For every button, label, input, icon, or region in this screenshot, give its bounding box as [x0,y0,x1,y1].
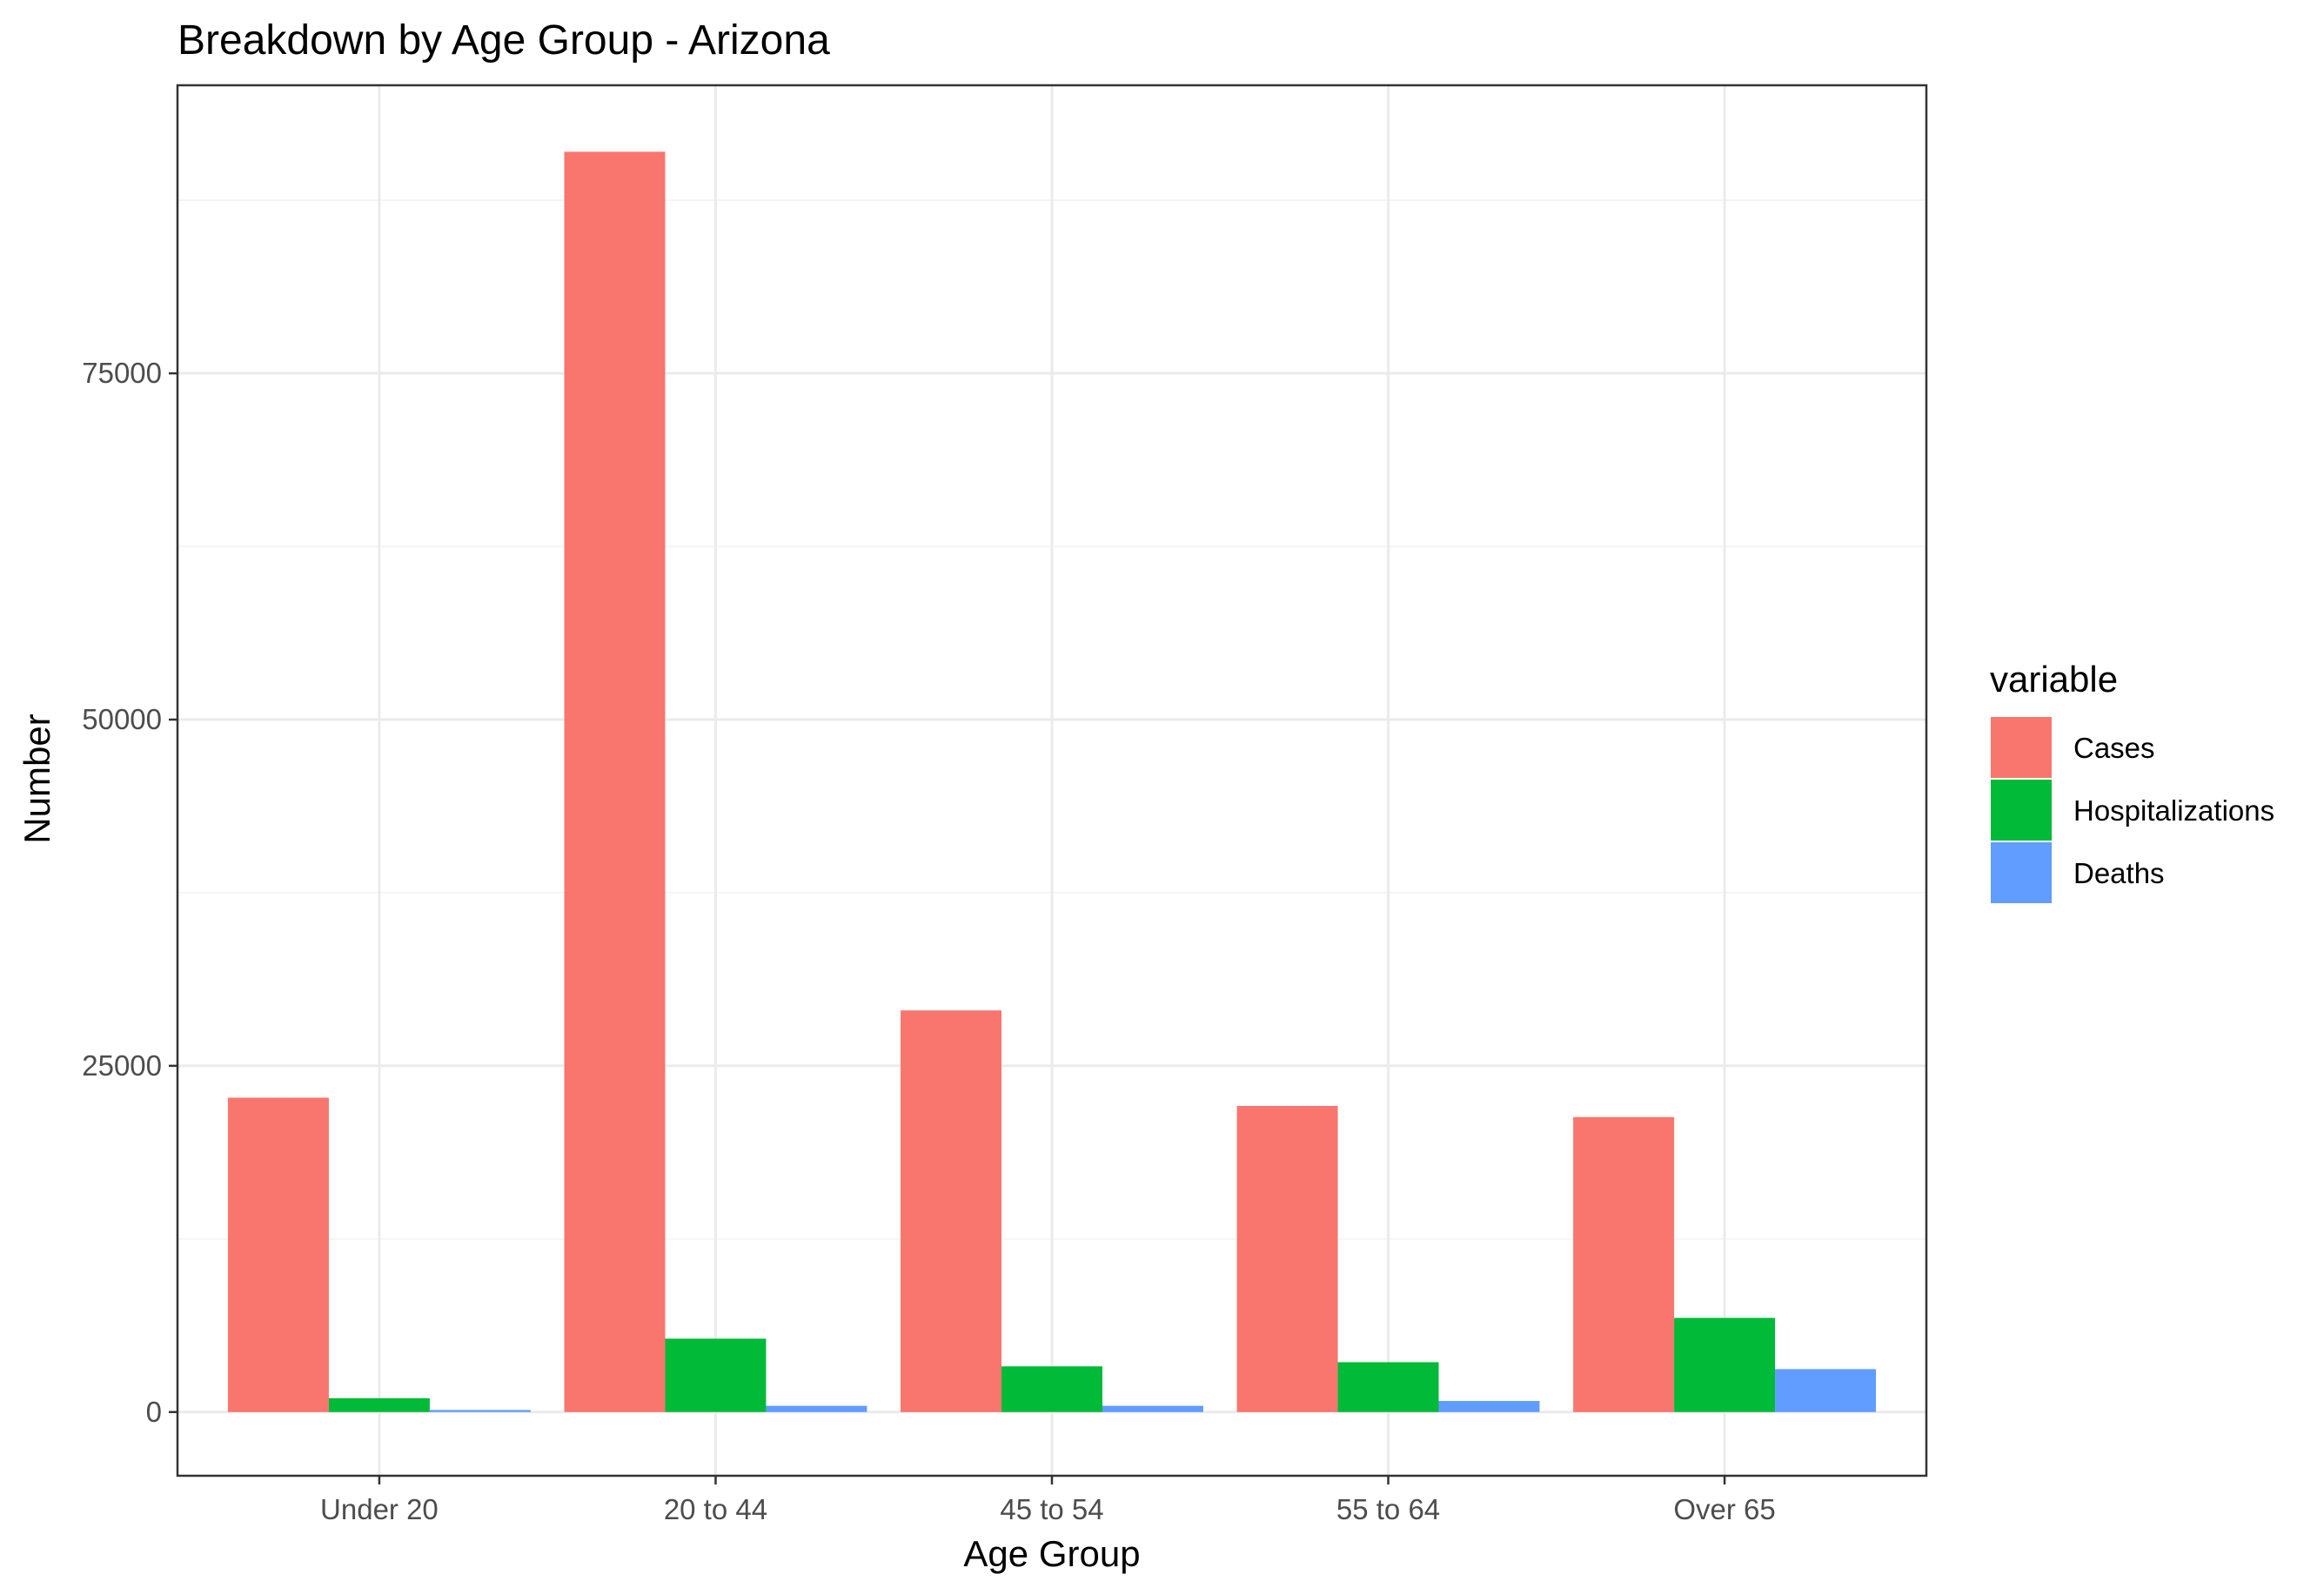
legend-label-hospitalizations: Hospitalizations [2073,794,2274,827]
bar-cases-under-20 [227,1097,329,1412]
bar-cases-45-to-54 [901,1010,1002,1412]
bar-cases-20-to-44 [564,151,666,1412]
bar-hospitalizations-55-to-64 [1337,1362,1439,1412]
x-tick-label: 55 to 64 [1336,1493,1440,1525]
bar-hospitalizations-45-to-54 [1001,1366,1102,1412]
plot-panel: 0 25000 50000 75000 Under 20 20 to 44 45 to 54… [82,84,1928,1525]
bar-deaths-over-65 [1775,1369,1877,1412]
y-tick-label: 50000 [82,703,162,735]
legend-label-cases: Cases [2073,732,2155,764]
y-axis-title: Number [17,714,57,843]
legend-key-deaths [1989,841,2053,905]
x-tick-label: Under 20 [320,1493,439,1525]
y-tick-label: 75000 [82,357,162,389]
chart-title: Breakdown by Age Group - Arizona [177,17,830,64]
bar-hospitalizations-under-20 [328,1397,430,1412]
bar-cases-55-to-64 [1236,1106,1338,1412]
x-tick-label: 20 to 44 [664,1493,767,1525]
y-tick-label: 25000 [82,1049,162,1082]
bar-cases-over-65 [1573,1116,1675,1412]
x-tick-label: Over 65 [1673,1493,1775,1525]
legend-title: variable [1990,659,2118,700]
bar-deaths-20-to-44 [766,1405,867,1412]
legend: variable Cases Hospitalizations Deaths [1989,659,2274,905]
legend-label-deaths: Deaths [2073,857,2165,889]
bar-hospitalizations-20-to-44 [665,1338,767,1412]
x-axis-title: Age Group [963,1533,1140,1574]
legend-key-cases [1989,715,2053,780]
x-tick-label: 45 to 54 [1000,1493,1103,1525]
bar-deaths-under-20 [429,1410,531,1412]
legend-key-hospitalizations [1989,778,2053,842]
bar-hospitalizations-over-65 [1674,1317,1776,1412]
bar-deaths-55-to-64 [1438,1401,1540,1412]
y-tick-label: 0 [146,1396,162,1428]
bar-deaths-45-to-54 [1102,1405,1203,1412]
